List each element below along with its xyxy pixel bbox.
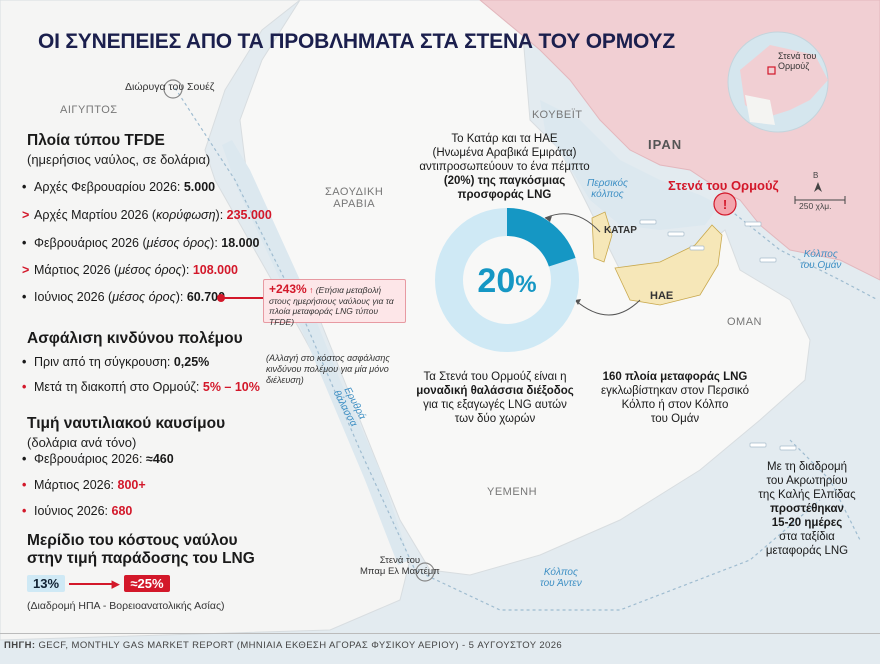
footer-divider [0,633,880,634]
fuel-row-3: • Ιούνιος 2026: 680 [22,504,133,518]
bullet: • [22,290,27,304]
callout-dot [217,294,225,302]
fuel-subtitle: (δολάρια ανά τόνο) [27,435,137,450]
insurance-row-1: • Πριν από τη σύγκρουση: 0,25% [22,355,210,369]
donut-caption: Το Κατάρ και τα ΗΑΕ (Ηνωμένα Αραβικά Εμι… [419,133,590,201]
share-title: Μερίδιο του κόστους ναύλου στην τιμή παρ… [27,532,255,567]
insurance-note: (Αλλαγή στο κόστος ασφάλισης κινδύνου πο… [266,353,390,385]
hormuz-info: Τα Στενά του Ορμούζ είναι η μοναδική θαλ… [416,371,574,425]
label-egypt: ΑΙΓΥΠΤΟΣ [60,104,118,116]
globe-label-hormuz: Στενά του Ορμούζ [778,51,817,71]
label-persian-gulf: Περσικός κόλπος [587,178,628,200]
africa-land [0,0,411,641]
share-from: 13% [27,575,66,592]
arrow-right-icon: ▶ [111,578,120,591]
fuel-title: Τιμή ναυτιλιακού καυσίμου [27,415,226,432]
label-yemen: ΥΕΜΕΝΗ [487,486,538,498]
bullet: • [22,478,27,492]
ship-icons [639,219,797,451]
tfde-callout: +243% ↑ (Ετήσια μεταβολή στους ημερήσιου… [263,279,406,327]
label-oman: ΟΜΑΝ [727,316,762,328]
fuel-row-2: • Μάρτιος 2026: 800+ [22,478,146,492]
insurance-title: Ασφάλιση κινδύνου πολέμου [27,330,243,347]
label-uae: ΗΑΕ [650,290,674,302]
arrow-marker: > [22,263,30,277]
bullet: • [22,380,27,394]
label-suez: Διώρυγα του Σουέζ [125,81,215,93]
cape-info: Με τη διαδρομή του Ακρωτηρίου της Καλής … [758,461,856,557]
share-route: (Διαδρομή ΗΠΑ - Βορειοανατολικής Ασίας) [27,600,225,612]
share-arrow-line [69,582,116,585]
bullet: • [22,236,27,250]
tfde-title: Πλοία τύπου TFDE [27,132,165,149]
donut-main-arc [435,208,579,352]
donut-value: 20% [477,262,537,300]
page-title: ΟΙ ΣΥΝΕΠΕΙΕΣ ΑΠΟ ΤΑ ΠΡΟΒΛΗΜΑΤΑ ΣΤΑ ΣΤΕΝΑ… [38,30,675,53]
hormuz-marker [713,192,737,216]
callout-line [224,297,264,299]
persian-gulf-water [540,100,720,230]
arrow-up-icon: ↑ [306,285,316,295]
label-bab-el-mandeb: Στενά του Μπαμ Ελ Μαντέμπ [360,555,440,577]
bullet: • [22,355,27,369]
callout-value: +243% [269,282,307,296]
tfde-row-5: • Ιούνιος 2026 (μέσος όρος): 60.700 [22,290,226,304]
label-kuwait: ΚΟΥΒΕΪΤ [532,109,583,121]
suez-marker [163,79,183,99]
share-to: ≈25% [124,575,170,592]
scale-label: 250 χλμ. [799,201,832,211]
label-gulf-of-aden: Κόλπος του Άντεν [540,567,582,589]
footer-source: ΠΗΓΗ: GECF, MONTHLY GAS MARKET REPORT (Μ… [4,640,563,651]
share-change: 13% ▶ ≈25% [27,575,170,593]
insurance-row-2: • Μετά τη διακοπή στο Ορμούζ: 5% – 10% [22,380,260,394]
arrow-marker: > [22,208,30,222]
tfde-row-2: > Αρχές Μαρτίου 2026 (κορύφωση): 235.000 [22,208,272,222]
tfde-row-4: > Μάρτιος 2026 (μέσος όρος): 108.000 [22,263,239,277]
north-arrow-label: Β [813,171,819,180]
donut-chart [435,208,579,352]
ships-info: 160 πλοία μεταφοράς LNG εγκλωβίστηκαν στ… [600,371,750,425]
bab-el-mandeb-marker [415,562,435,582]
label-qatar: ΚΑΤΑΡ [604,225,637,236]
label-saudi-arabia: ΣΑΟΥΔΙΚΗ ΑΡΑΒΙΑ [325,186,384,210]
bullet: • [22,452,27,466]
red-sea-water [222,140,410,565]
svg-text:!: ! [723,197,727,212]
label-gulf-of-oman: Κόλπος του Ομάν [800,249,842,271]
tfde-row-1: • Αρχές Φεβρουαρίου 2026: 5.000 [22,180,216,194]
uae-land [614,224,723,306]
label-hormuz: Στενά του Ορμούζ [668,178,779,193]
bullet: • [22,504,27,518]
qatar-land [591,211,613,263]
label-iran: ΙΡΑΝ [648,137,683,152]
tfde-row-3: • Φεβρουάριος 2026 (μέσος όρος): 18.000 [22,236,260,250]
bullet: • [22,180,27,194]
tfde-subtitle: (ημερήσιος ναύλος, σε δολάρια) [27,152,211,167]
globe-inset [727,31,829,133]
callout-text: (Ετήσια μεταβολή στους ημερήσιους ναύλου… [269,285,394,327]
fuel-row-1: • Φεβρουάριος 2026: ≈460 [22,452,174,466]
